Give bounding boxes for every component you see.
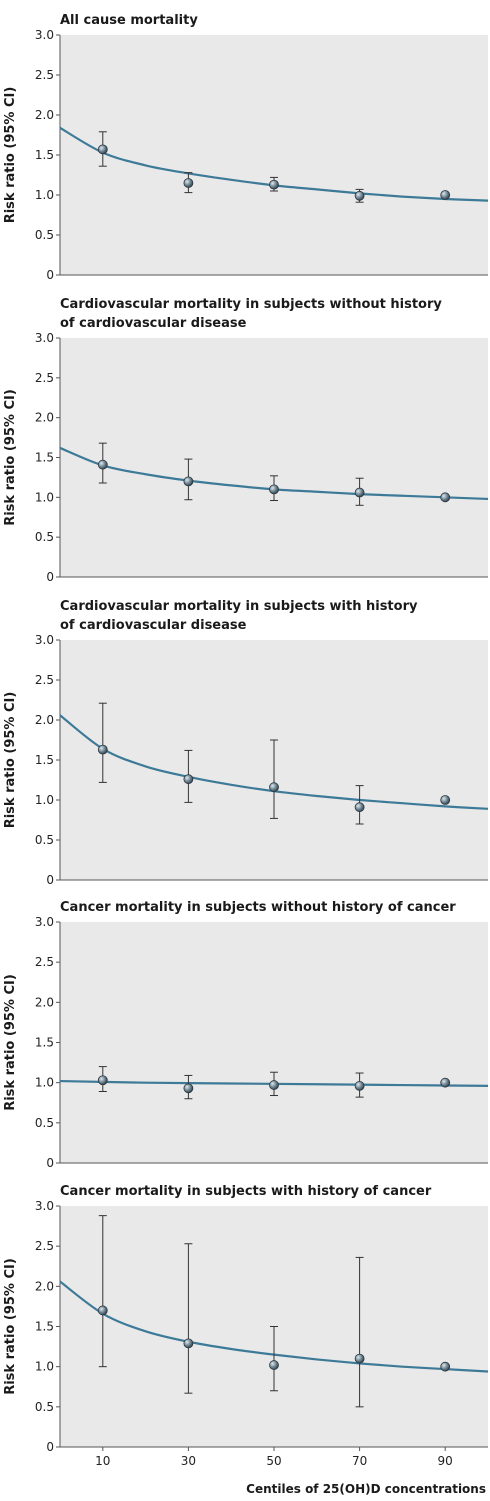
data-point	[354, 190, 365, 201]
panel-title: Cancer mortality in subjects with histor…	[60, 1184, 432, 1199]
y-tick-label: 2.5	[35, 955, 54, 969]
data-point	[269, 782, 279, 793]
panel-title: of cardiovascular disease	[60, 618, 247, 633]
y-tick-label: 2.0	[35, 411, 54, 425]
data-point	[354, 1080, 365, 1091]
error-bar	[270, 739, 278, 819]
error-bar	[98, 1215, 107, 1368]
y-tick-label: 1.5	[35, 1320, 54, 1334]
x-tick-label: 70	[352, 1454, 367, 1468]
y-tick-label: 0	[46, 268, 54, 282]
y-tick-label: 3.0	[35, 331, 54, 345]
data-point	[97, 1305, 108, 1316]
y-tick-label: 1.0	[35, 490, 54, 504]
y-tick-label: 3.0	[35, 1199, 54, 1213]
panel-4: 0 0.5 1.0 1.5 2.0 2.5 3.0 Cancer mortality in s…	[3, 900, 489, 1170]
x-tick-label: 50	[266, 1454, 281, 1468]
y-tick-label: 1.0	[35, 1360, 54, 1374]
data-point	[440, 190, 451, 200]
y-tick-label: 1.0	[35, 188, 54, 202]
panel-title: All cause mortality	[60, 13, 198, 28]
x-axis-label: Centiles of 25(OH)D concentrations	[246, 1482, 486, 1496]
y-tick-label: 0	[46, 1440, 54, 1454]
data-point	[183, 1083, 194, 1094]
plot-background	[60, 35, 488, 275]
y-tick-label: 1.5	[35, 1036, 54, 1050]
x-tick-label: 10	[95, 1454, 110, 1468]
data-point	[183, 476, 194, 487]
y-tick-label: 1.5	[35, 148, 54, 162]
panel-2: 0 0.5 1.0 1.5 2.0 2.5 3.0 Cardiovascular mortal…	[3, 297, 489, 584]
data-point	[269, 1360, 279, 1370]
panel-3: 0 0.5 1.0 1.5 2.0 2.5 3.0 Cardiovascular mortal…	[3, 599, 489, 887]
y-axis-label: Risk ratio (95% CI)	[3, 1258, 18, 1395]
y-tick-label: 0.5	[35, 1400, 54, 1414]
data-point	[354, 487, 365, 498]
y-tick-label: 3.0	[35, 28, 54, 42]
y-tick-label: 3.0	[35, 915, 54, 929]
data-point	[97, 1075, 108, 1086]
y-tick-label: 0.5	[35, 833, 54, 847]
y-tick-label: 1.0	[35, 1076, 54, 1090]
data-point	[183, 774, 194, 785]
y-tick-label: 1.0	[35, 793, 54, 807]
panel-title: Cardiovascular mortality in subjects wit…	[60, 599, 418, 614]
data-point	[440, 492, 451, 503]
data-point	[440, 1077, 451, 1088]
y-axis-label: Risk ratio (95% CI)	[3, 692, 18, 829]
data-point	[97, 744, 108, 755]
data-point	[97, 459, 108, 470]
y-tick-label: 2.0	[35, 995, 54, 1009]
plot-background	[60, 338, 488, 577]
data-point	[440, 795, 451, 805]
error-bar	[270, 1326, 278, 1392]
data-point	[183, 178, 194, 188]
data-point	[269, 1080, 279, 1090]
panel-title: of cardiovascular disease	[60, 316, 247, 331]
data-point	[269, 484, 279, 495]
y-tick-label: 2.0	[35, 713, 54, 727]
y-tick-label: 2.5	[35, 68, 54, 82]
panel-1: 0 0.5 1.0 1.5 2.0 2.5 3.0 All cause mortality Ri…	[3, 13, 489, 282]
plot-background	[60, 922, 488, 1163]
y-tick-label: 1.5	[35, 753, 54, 767]
data-point	[183, 1338, 194, 1349]
y-axis-label: Risk ratio (95% CI)	[3, 87, 18, 224]
y-tick-label: 2.5	[35, 1239, 54, 1253]
x-tick-label: 90	[438, 1454, 453, 1468]
y-tick-label: 3.0	[35, 633, 54, 647]
error-bar	[98, 702, 107, 783]
x-tick-label: 30	[181, 1454, 196, 1468]
panel-title: Cancer mortality in subjects without his…	[60, 900, 456, 915]
data-point	[440, 1361, 451, 1372]
y-tick-label: 0.5	[35, 1116, 54, 1130]
panel-5: 0 0.5 1.0 1.5 2.0 2.5 3.0 10 30 50 70 90 Cancer mort…	[3, 1184, 489, 1496]
error-bar	[355, 1256, 364, 1408]
data-point	[354, 1353, 365, 1364]
data-point	[269, 179, 279, 190]
y-tick-label: 0	[46, 873, 54, 887]
y-tick-label: 0.5	[35, 228, 54, 242]
y-tick-label: 0.5	[35, 530, 54, 544]
y-tick-label: 0	[46, 1156, 54, 1170]
error-bar	[184, 1243, 193, 1394]
y-axis-label: Risk ratio (95% CI)	[3, 974, 18, 1111]
y-tick-label: 2.5	[35, 371, 54, 385]
y-tick-label: 2.5	[35, 673, 54, 687]
panel-title: Cardiovascular mortality in subjects wit…	[60, 297, 442, 312]
y-axis-label: Risk ratio (95% CI)	[3, 389, 18, 526]
y-tick-label: 1.5	[35, 451, 54, 465]
data-point	[97, 144, 108, 155]
y-tick-label: 2.0	[35, 108, 54, 122]
y-tick-label: 0	[46, 570, 54, 584]
data-point	[354, 802, 365, 813]
y-tick-label: 2.0	[35, 1279, 54, 1293]
